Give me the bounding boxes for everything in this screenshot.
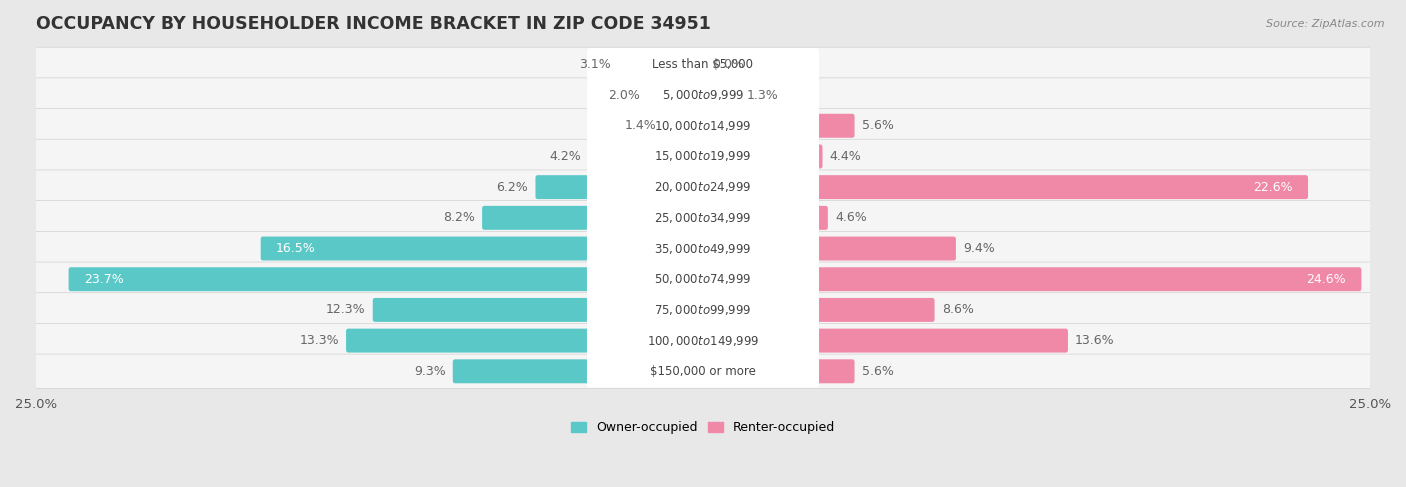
Text: 2.0%: 2.0% — [609, 89, 640, 102]
Text: 0.0%: 0.0% — [713, 58, 744, 71]
Text: 23.7%: 23.7% — [84, 273, 124, 286]
FancyBboxPatch shape — [346, 329, 706, 353]
FancyBboxPatch shape — [700, 267, 1361, 291]
FancyBboxPatch shape — [586, 263, 820, 296]
Text: 16.5%: 16.5% — [276, 242, 316, 255]
Text: $10,000 to $14,999: $10,000 to $14,999 — [654, 119, 752, 133]
Text: 24.6%: 24.6% — [1306, 273, 1346, 286]
Text: 3.1%: 3.1% — [579, 58, 612, 71]
Text: 12.3%: 12.3% — [326, 303, 366, 317]
Text: 4.6%: 4.6% — [835, 211, 868, 225]
FancyBboxPatch shape — [32, 323, 1374, 358]
FancyBboxPatch shape — [619, 53, 706, 76]
FancyBboxPatch shape — [586, 202, 820, 234]
FancyBboxPatch shape — [32, 293, 1374, 327]
Text: $75,000 to $99,999: $75,000 to $99,999 — [654, 303, 752, 317]
Text: $5,000 to $9,999: $5,000 to $9,999 — [662, 88, 744, 102]
Text: 1.4%: 1.4% — [624, 119, 657, 132]
FancyBboxPatch shape — [586, 110, 820, 142]
Text: 22.6%: 22.6% — [1253, 181, 1292, 194]
Text: 4.2%: 4.2% — [550, 150, 582, 163]
FancyBboxPatch shape — [32, 201, 1374, 235]
Text: $20,000 to $24,999: $20,000 to $24,999 — [654, 180, 752, 194]
FancyBboxPatch shape — [700, 114, 855, 138]
Text: $50,000 to $74,999: $50,000 to $74,999 — [654, 272, 752, 286]
Text: $150,000 or more: $150,000 or more — [650, 365, 756, 378]
FancyBboxPatch shape — [32, 170, 1374, 205]
Text: OCCUPANCY BY HOUSEHOLDER INCOME BRACKET IN ZIP CODE 34951: OCCUPANCY BY HOUSEHOLDER INCOME BRACKET … — [37, 15, 711, 33]
FancyBboxPatch shape — [32, 354, 1374, 389]
Text: 9.3%: 9.3% — [413, 365, 446, 378]
FancyBboxPatch shape — [586, 140, 820, 173]
FancyBboxPatch shape — [700, 359, 855, 383]
FancyBboxPatch shape — [589, 145, 706, 169]
Text: 5.6%: 5.6% — [862, 365, 894, 378]
Text: 13.3%: 13.3% — [299, 334, 339, 347]
FancyBboxPatch shape — [32, 262, 1374, 297]
FancyBboxPatch shape — [586, 171, 820, 204]
FancyBboxPatch shape — [700, 175, 1308, 199]
FancyBboxPatch shape — [69, 267, 706, 291]
FancyBboxPatch shape — [586, 294, 820, 326]
Text: 6.2%: 6.2% — [496, 181, 529, 194]
Text: $35,000 to $49,999: $35,000 to $49,999 — [654, 242, 752, 256]
FancyBboxPatch shape — [32, 78, 1374, 112]
FancyBboxPatch shape — [648, 83, 706, 107]
FancyBboxPatch shape — [586, 355, 820, 388]
FancyBboxPatch shape — [586, 79, 820, 112]
Legend: Owner-occupied, Renter-occupied: Owner-occupied, Renter-occupied — [567, 416, 839, 439]
Text: Less than $5,000: Less than $5,000 — [652, 58, 754, 71]
FancyBboxPatch shape — [536, 175, 706, 199]
FancyBboxPatch shape — [32, 47, 1374, 81]
Text: 8.2%: 8.2% — [443, 211, 475, 225]
FancyBboxPatch shape — [700, 206, 828, 230]
FancyBboxPatch shape — [586, 324, 820, 357]
Text: 5.6%: 5.6% — [862, 119, 894, 132]
FancyBboxPatch shape — [373, 298, 706, 322]
FancyBboxPatch shape — [32, 231, 1374, 266]
FancyBboxPatch shape — [32, 139, 1374, 174]
FancyBboxPatch shape — [700, 298, 935, 322]
Text: $25,000 to $34,999: $25,000 to $34,999 — [654, 211, 752, 225]
Text: 9.4%: 9.4% — [963, 242, 995, 255]
Text: 1.3%: 1.3% — [747, 89, 779, 102]
Text: $15,000 to $19,999: $15,000 to $19,999 — [654, 150, 752, 164]
Text: 8.6%: 8.6% — [942, 303, 973, 317]
FancyBboxPatch shape — [260, 237, 706, 261]
FancyBboxPatch shape — [700, 237, 956, 261]
FancyBboxPatch shape — [700, 329, 1069, 353]
FancyBboxPatch shape — [32, 109, 1374, 143]
Text: Source: ZipAtlas.com: Source: ZipAtlas.com — [1267, 19, 1385, 30]
FancyBboxPatch shape — [453, 359, 706, 383]
FancyBboxPatch shape — [482, 206, 706, 230]
FancyBboxPatch shape — [586, 232, 820, 265]
FancyBboxPatch shape — [664, 114, 706, 138]
FancyBboxPatch shape — [700, 83, 740, 107]
Text: 13.6%: 13.6% — [1076, 334, 1115, 347]
Text: $100,000 to $149,999: $100,000 to $149,999 — [647, 334, 759, 348]
Text: 4.4%: 4.4% — [830, 150, 862, 163]
FancyBboxPatch shape — [700, 145, 823, 169]
FancyBboxPatch shape — [586, 48, 820, 81]
